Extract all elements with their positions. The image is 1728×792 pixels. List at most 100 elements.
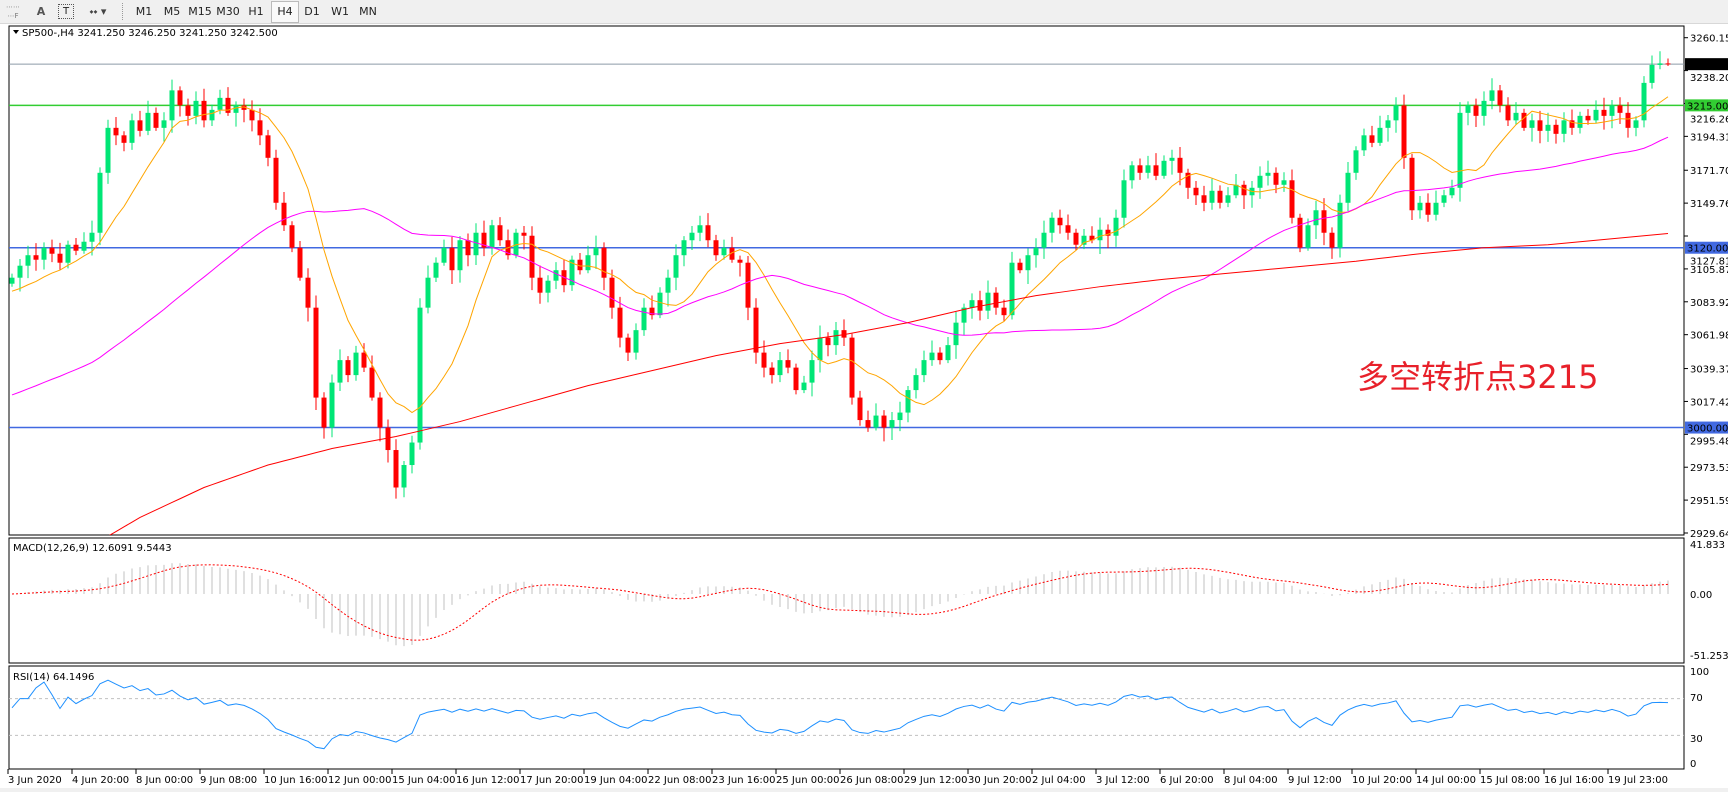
bull-candle	[489, 225, 495, 248]
timeframe-w1-button[interactable]: W1	[331, 5, 349, 18]
date-tick-label: 15 Jun 04:00	[392, 775, 456, 786]
bull-candle	[433, 262, 439, 278]
bear-candle	[1329, 232, 1335, 248]
ma-slow-line	[109, 232, 1669, 535]
bull-candle	[353, 352, 359, 376]
bull-candle	[1465, 105, 1471, 113]
bottom-bar	[0, 788, 1728, 792]
bear-candle	[1001, 307, 1007, 316]
date-tick-label: 19 Jun 04:00	[584, 775, 648, 786]
ma-fast-line	[11, 96, 1669, 414]
bull-candle	[1593, 109, 1599, 121]
date-tick-label: 16 Jul 16:00	[1544, 775, 1604, 786]
date-tick-label: 3 Jul 12:00	[1096, 775, 1150, 786]
bull-candle	[1097, 229, 1103, 241]
rsi-panel[interactable]	[8, 665, 1685, 770]
date-tick-label: 30 Jun 20:00	[968, 775, 1032, 786]
price-tick-label: 3194.315	[1690, 132, 1728, 143]
macd-panel[interactable]	[8, 537, 1685, 664]
bear-candle	[1193, 187, 1199, 196]
bull-candle	[105, 127, 111, 173]
text-icon[interactable]: A	[36, 5, 46, 18]
date-tick-label: 17 Jun 20:00	[520, 775, 584, 786]
date-tick-label: 23 Jun 16:00	[712, 775, 776, 786]
bear-candle	[121, 135, 127, 143]
bull-candle	[41, 247, 47, 260]
date-tick-label: 10 Jul 20:00	[1352, 775, 1412, 786]
timeframe-mn-button[interactable]: MN	[359, 5, 377, 18]
bear-candle	[321, 397, 327, 428]
bull-candle	[665, 277, 671, 293]
bull-candle	[169, 90, 175, 121]
bear-candle	[601, 247, 607, 278]
bull-candle	[833, 330, 839, 346]
bull-candle	[1161, 160, 1167, 176]
bear-candle	[49, 247, 55, 254]
date-tick-label: 25 Jun 00:00	[776, 775, 840, 786]
bear-candle	[937, 352, 943, 361]
bull-candle	[329, 382, 335, 428]
price-tick-label: 2973.535	[1690, 463, 1728, 474]
timeframe-m15-button[interactable]: M15	[188, 5, 212, 18]
rsi-tick-label: 0	[1690, 759, 1696, 770]
bull-candle	[969, 300, 975, 308]
bull-candle	[417, 307, 423, 443]
bull-candle	[1225, 195, 1231, 203]
bull-candle	[1009, 262, 1015, 316]
bull-candle	[457, 240, 463, 271]
bull-candle	[817, 337, 823, 361]
timeframe-h1-button[interactable]: H1	[248, 5, 264, 18]
bear-candle	[297, 247, 303, 278]
bear-candle	[1297, 217, 1303, 248]
bear-candle	[1617, 105, 1623, 113]
current-price-tag: 3242.500	[1687, 60, 1728, 71]
level-price-tag: 3120.000	[1687, 244, 1728, 255]
bull-candle	[921, 360, 927, 376]
bear-candle	[761, 352, 767, 368]
macd-tick-label: 0.00	[1690, 590, 1712, 601]
bull-candle	[161, 120, 167, 128]
main-chart-panel[interactable]	[8, 25, 1685, 536]
bull-candle	[337, 360, 343, 383]
bear-candle	[153, 112, 159, 128]
bull-candle	[545, 280, 551, 293]
fibonacci-icon[interactable]: ⋯⋯ ⋯F	[6, 3, 20, 20]
timeframe-m30-button[interactable]: M30	[216, 5, 240, 18]
bull-candle	[1025, 255, 1031, 271]
bull-candle	[473, 232, 479, 256]
timeframe-m1-button[interactable]: M1	[135, 5, 153, 18]
bear-candle	[1321, 210, 1327, 233]
timeframe-d1-button[interactable]: D1	[304, 5, 320, 18]
bear-candle	[713, 240, 719, 256]
bear-candle	[1537, 120, 1543, 131]
bull-candle	[1145, 165, 1151, 173]
bear-candle	[1289, 180, 1295, 218]
bull-candle	[1561, 120, 1567, 134]
bear-candle	[1521, 112, 1527, 128]
bull-candle	[1649, 64, 1655, 83]
bear-candle	[113, 127, 119, 136]
bear-candle	[1057, 217, 1063, 226]
timeframe-h4-button[interactable]: H4	[271, 1, 299, 23]
bear-candle	[529, 235, 535, 278]
timeframe-m5-button[interactable]: M5	[163, 5, 181, 18]
date-tick-label: 12 Jun 00:00	[328, 775, 392, 786]
bull-candle	[1417, 202, 1423, 211]
price-tick-label: 3083.925	[1690, 298, 1728, 309]
bear-candle	[313, 307, 319, 398]
bear-candle	[577, 259, 583, 271]
bear-candle	[841, 330, 847, 338]
bear-candle	[769, 367, 775, 376]
toolbar-separator	[122, 3, 125, 20]
bull-candle	[217, 97, 223, 110]
macd-signal-line	[11, 564, 1669, 641]
bull-candle	[1385, 120, 1391, 128]
text-label-icon[interactable]: T	[58, 4, 74, 19]
bear-candle	[377, 397, 383, 428]
level-price-tag-bg	[1685, 421, 1728, 434]
collapse-triangle-icon[interactable]	[13, 30, 19, 34]
arrows-icon[interactable]: ⬩⬩ ▾	[89, 5, 107, 18]
bear-candle	[273, 157, 279, 203]
bull-candle	[553, 270, 559, 281]
